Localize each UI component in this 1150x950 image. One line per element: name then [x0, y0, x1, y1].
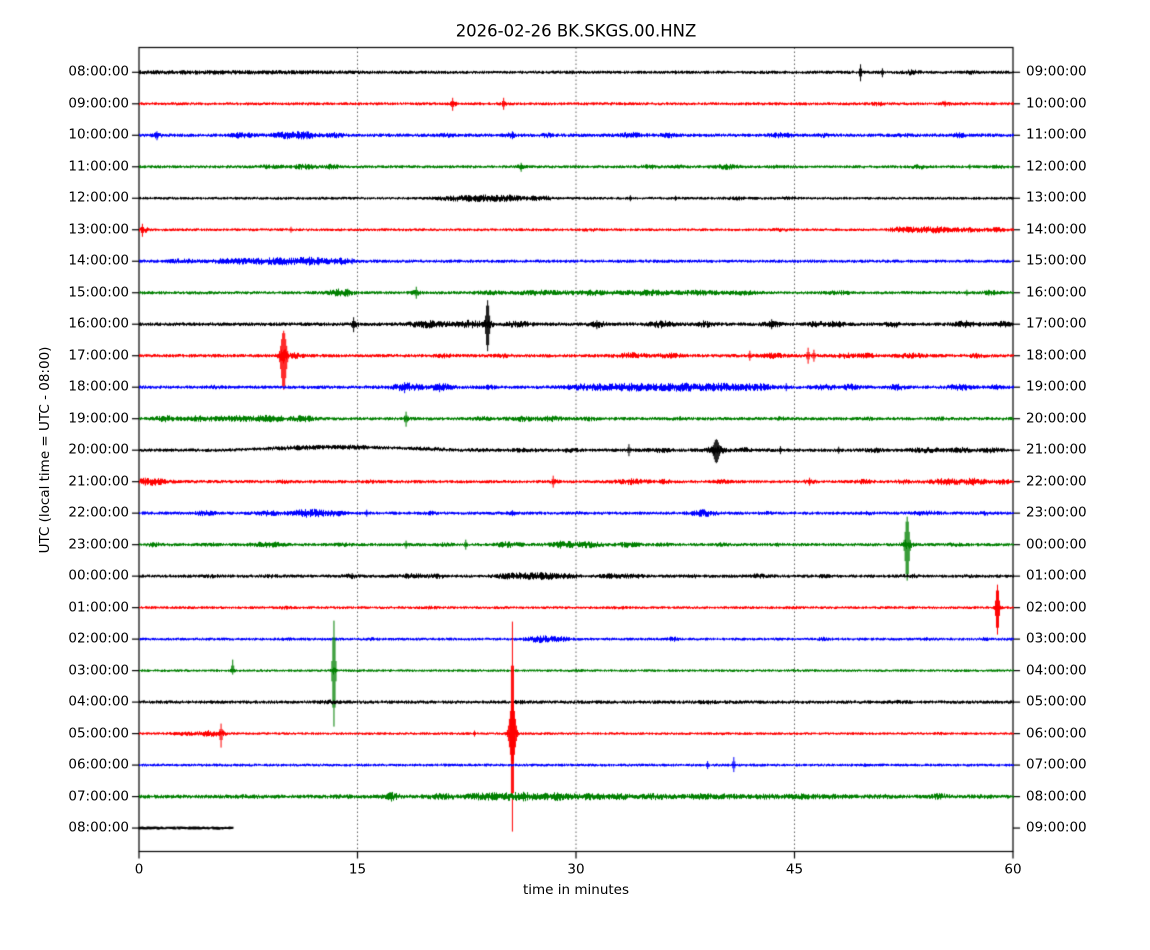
utc-tick-label: 14:00:00 — [68, 252, 129, 269]
utc-tick-label: 21:00:00 — [68, 473, 129, 490]
local-tick-label: 09:00:00 — [1026, 63, 1087, 80]
plot-title: 2026-02-26 BK.SKGS.00.HNZ — [455, 21, 697, 41]
local-tick-label: 07:00:00 — [1026, 756, 1087, 773]
utc-tick-label: 15:00:00 — [68, 284, 129, 301]
utc-tick-label: 13:00:00 — [68, 221, 129, 238]
x-tick-label: 0 — [134, 861, 144, 878]
local-tick-label: 23:00:00 — [1026, 504, 1087, 521]
utc-tick-label: 04:00:00 — [68, 693, 129, 710]
local-tick-label: 22:00:00 — [1026, 473, 1087, 490]
local-tick-label: 05:00:00 — [1026, 693, 1087, 710]
utc-tick-label: 22:00:00 — [68, 504, 129, 521]
utc-tick-label: 08:00:00 — [68, 819, 129, 836]
x-axis-label: time in minutes — [522, 882, 630, 898]
local-tick-label: 18:00:00 — [1026, 347, 1087, 364]
local-tick-label: 06:00:00 — [1026, 725, 1087, 742]
local-tick-label: 17:00:00 — [1026, 315, 1087, 332]
local-tick-label: 15:00:00 — [1026, 252, 1087, 269]
local-tick-label: 02:00:00 — [1026, 599, 1087, 616]
local-tick-label: 14:00:00 — [1026, 221, 1087, 238]
local-tick-label: 16:00:00 — [1026, 284, 1087, 301]
y-axis-label: UTC (local time = UTC - 08:00) — [37, 346, 53, 554]
local-tick-label: 13:00:00 — [1026, 189, 1087, 206]
local-tick-label: 08:00:00 — [1026, 788, 1087, 805]
utc-tick-label: 07:00:00 — [68, 788, 129, 805]
x-tick-label: 15 — [348, 861, 367, 878]
utc-tick-label: 00:00:00 — [68, 567, 129, 584]
utc-tick-label: 10:00:00 — [68, 126, 129, 143]
local-tick-label: 03:00:00 — [1026, 630, 1087, 647]
local-tick-label: 11:00:00 — [1026, 126, 1087, 143]
local-tick-label: 04:00:00 — [1026, 662, 1087, 679]
utc-tick-label: 20:00:00 — [68, 441, 129, 458]
local-tick-label: 19:00:00 — [1026, 378, 1087, 395]
utc-tick-label: 11:00:00 — [68, 158, 129, 175]
local-tick-label: 09:00:00 — [1026, 819, 1087, 836]
x-tick-label: 30 — [567, 861, 585, 878]
utc-tick-label: 06:00:00 — [68, 756, 129, 773]
x-tick-label: 45 — [785, 861, 804, 878]
local-tick-label: 12:00:00 — [1026, 158, 1087, 175]
utc-tick-label: 09:00:00 — [68, 95, 129, 112]
utc-tick-label: 01:00:00 — [68, 599, 129, 616]
local-tick-label: 00:00:00 — [1026, 536, 1087, 553]
x-tick-label: 60 — [1004, 861, 1022, 878]
utc-tick-label: 02:00:00 — [68, 630, 129, 647]
utc-tick-label: 03:00:00 — [68, 662, 129, 679]
local-tick-label: 20:00:00 — [1026, 410, 1087, 427]
utc-tick-label: 16:00:00 — [68, 315, 129, 332]
local-tick-label: 10:00:00 — [1026, 95, 1087, 112]
utc-tick-label: 19:00:00 — [68, 410, 129, 427]
utc-tick-label: 17:00:00 — [68, 347, 129, 364]
local-tick-label: 21:00:00 — [1026, 441, 1087, 458]
utc-tick-label: 18:00:00 — [68, 378, 129, 395]
utc-tick-label: 05:00:00 — [68, 725, 129, 742]
local-tick-label: 01:00:00 — [1026, 567, 1087, 584]
utc-tick-label: 12:00:00 — [68, 189, 129, 206]
utc-tick-label: 08:00:00 — [68, 63, 129, 80]
utc-tick-label: 23:00:00 — [68, 536, 129, 553]
